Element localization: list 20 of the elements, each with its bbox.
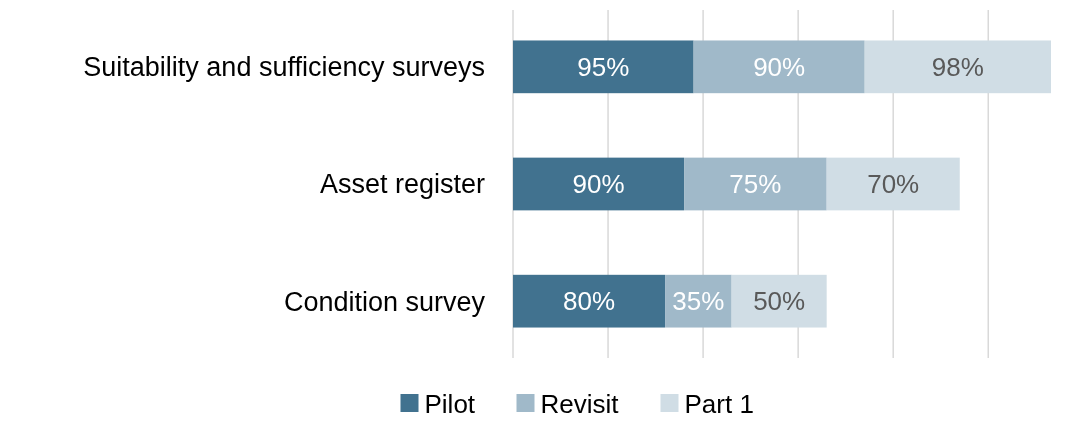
- data-label: 80%: [563, 286, 616, 317]
- data-label: 75%: [729, 169, 782, 200]
- y-tick-label: Condition survey: [283, 286, 486, 317]
- bar: [684, 157, 827, 211]
- legend-label: Pilot: [424, 389, 476, 419]
- data-label: 90%: [753, 51, 806, 82]
- data-label: 98%: [931, 51, 984, 82]
- data-label: 35%: [672, 286, 725, 317]
- bar: [693, 40, 865, 94]
- bar: [513, 157, 685, 211]
- legend-label: Part 1: [684, 389, 754, 419]
- data-label: 90%: [572, 169, 625, 200]
- data-label: 50%: [753, 286, 806, 317]
- data-label: 95%: [577, 51, 630, 82]
- y-tick-label: Asset register: [319, 169, 485, 200]
- legend-label: Revisit: [540, 389, 620, 419]
- y-tick-label: Suitability and sufficiency surveys: [83, 52, 485, 83]
- data-label: 70%: [867, 169, 920, 200]
- bar: [513, 40, 694, 94]
- bar: [513, 274, 666, 328]
